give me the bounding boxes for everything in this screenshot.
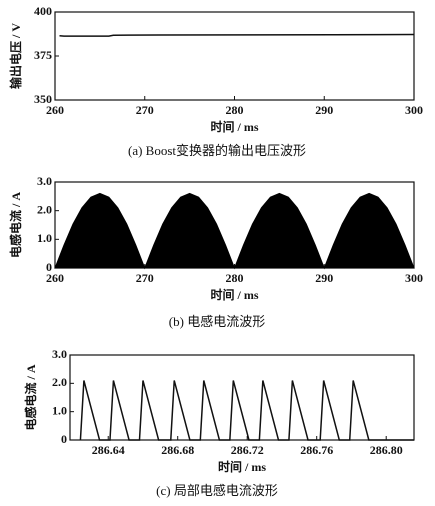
x-tick-label: 260	[46, 271, 64, 285]
y-tick-label: 375	[34, 48, 52, 62]
x-tick-label: 290	[315, 103, 333, 117]
x-axis-label: 时间 / ms	[210, 119, 258, 134]
y-axis-label: 电感电流 / A	[23, 364, 38, 430]
caption: (a) Boost变换器的输出电压波形	[128, 143, 306, 158]
caption: (c) 局部电感电流波形	[156, 483, 278, 498]
y-tick-label: 3.0	[37, 174, 52, 188]
y-tick-label: 2.0	[37, 202, 52, 216]
x-tick-label: 286.80	[370, 443, 403, 457]
y-tick-label: 1.0	[37, 231, 52, 245]
plot-frame	[54, 11, 415, 101]
y-tick-label: 2.0	[52, 375, 67, 389]
x-tick-label: 290	[315, 271, 333, 285]
x-tick-label: 270	[136, 271, 154, 285]
x-tick-label: 260	[46, 103, 64, 117]
y-axis-label: 输出电压 / V	[8, 23, 23, 89]
area	[54, 192, 415, 270]
y-axis-label: 电感电流 / A	[8, 192, 23, 258]
x-tick-label: 280	[226, 271, 244, 285]
y-tick-label: 0	[61, 432, 67, 446]
plot-frame	[69, 354, 415, 441]
x-tick-label: 286.72	[231, 443, 264, 457]
x-tick-label: 286.76	[300, 443, 333, 457]
y-tick-label: 1.0	[52, 403, 67, 417]
caption: (b) 电感电流波形	[169, 314, 265, 329]
y-tick-label: 350	[34, 92, 52, 106]
line	[59, 33, 415, 37]
x-tick-label: 300	[405, 103, 423, 117]
line	[79, 380, 414, 441]
x-tick-label: 286.64	[92, 443, 125, 457]
x-tick-label: 300	[405, 271, 423, 285]
x-axis-label: 时间 / ms	[218, 459, 266, 474]
y-tick-label: 0	[46, 260, 52, 274]
x-tick-label: 286.68	[161, 443, 194, 457]
x-tick-label: 280	[226, 103, 244, 117]
y-tick-label: 3.0	[52, 347, 67, 361]
y-tick-label: 400	[34, 4, 52, 18]
x-tick-label: 270	[136, 103, 154, 117]
x-axis-label: 时间 / ms	[210, 287, 258, 302]
